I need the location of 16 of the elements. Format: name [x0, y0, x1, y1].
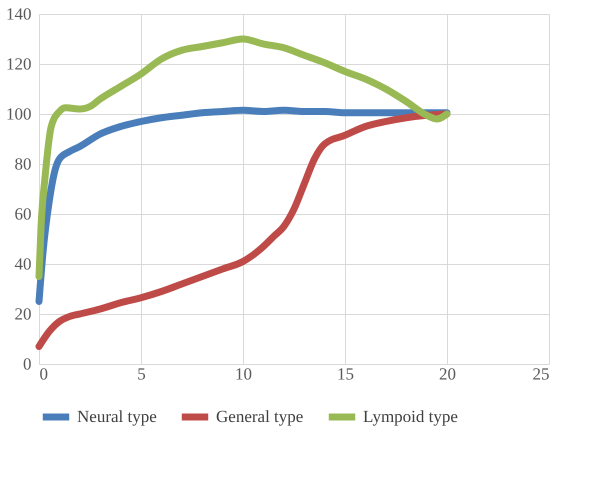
x-tick-label: 10	[235, 364, 252, 384]
y-tick-label: 20	[14, 304, 32, 324]
legend-label: Lympoid type	[363, 407, 458, 426]
legend-label: General type	[216, 407, 304, 426]
y-tick-label: 140	[6, 4, 32, 24]
y-tick-label: 60	[14, 204, 32, 224]
legend-label: Neural type	[77, 407, 157, 426]
x-tick-label: 20	[439, 364, 456, 384]
y-tick-label: 100	[6, 104, 32, 124]
x-tick-label: 25	[532, 364, 550, 384]
y-tick-label: 40	[14, 254, 32, 274]
y-tick-label: 120	[6, 54, 32, 74]
y-tick-label: 80	[14, 154, 32, 174]
x-tick-label: 5	[137, 364, 146, 384]
x-tick-label: 0	[40, 364, 48, 384]
x-tick-label: 15	[337, 364, 354, 384]
